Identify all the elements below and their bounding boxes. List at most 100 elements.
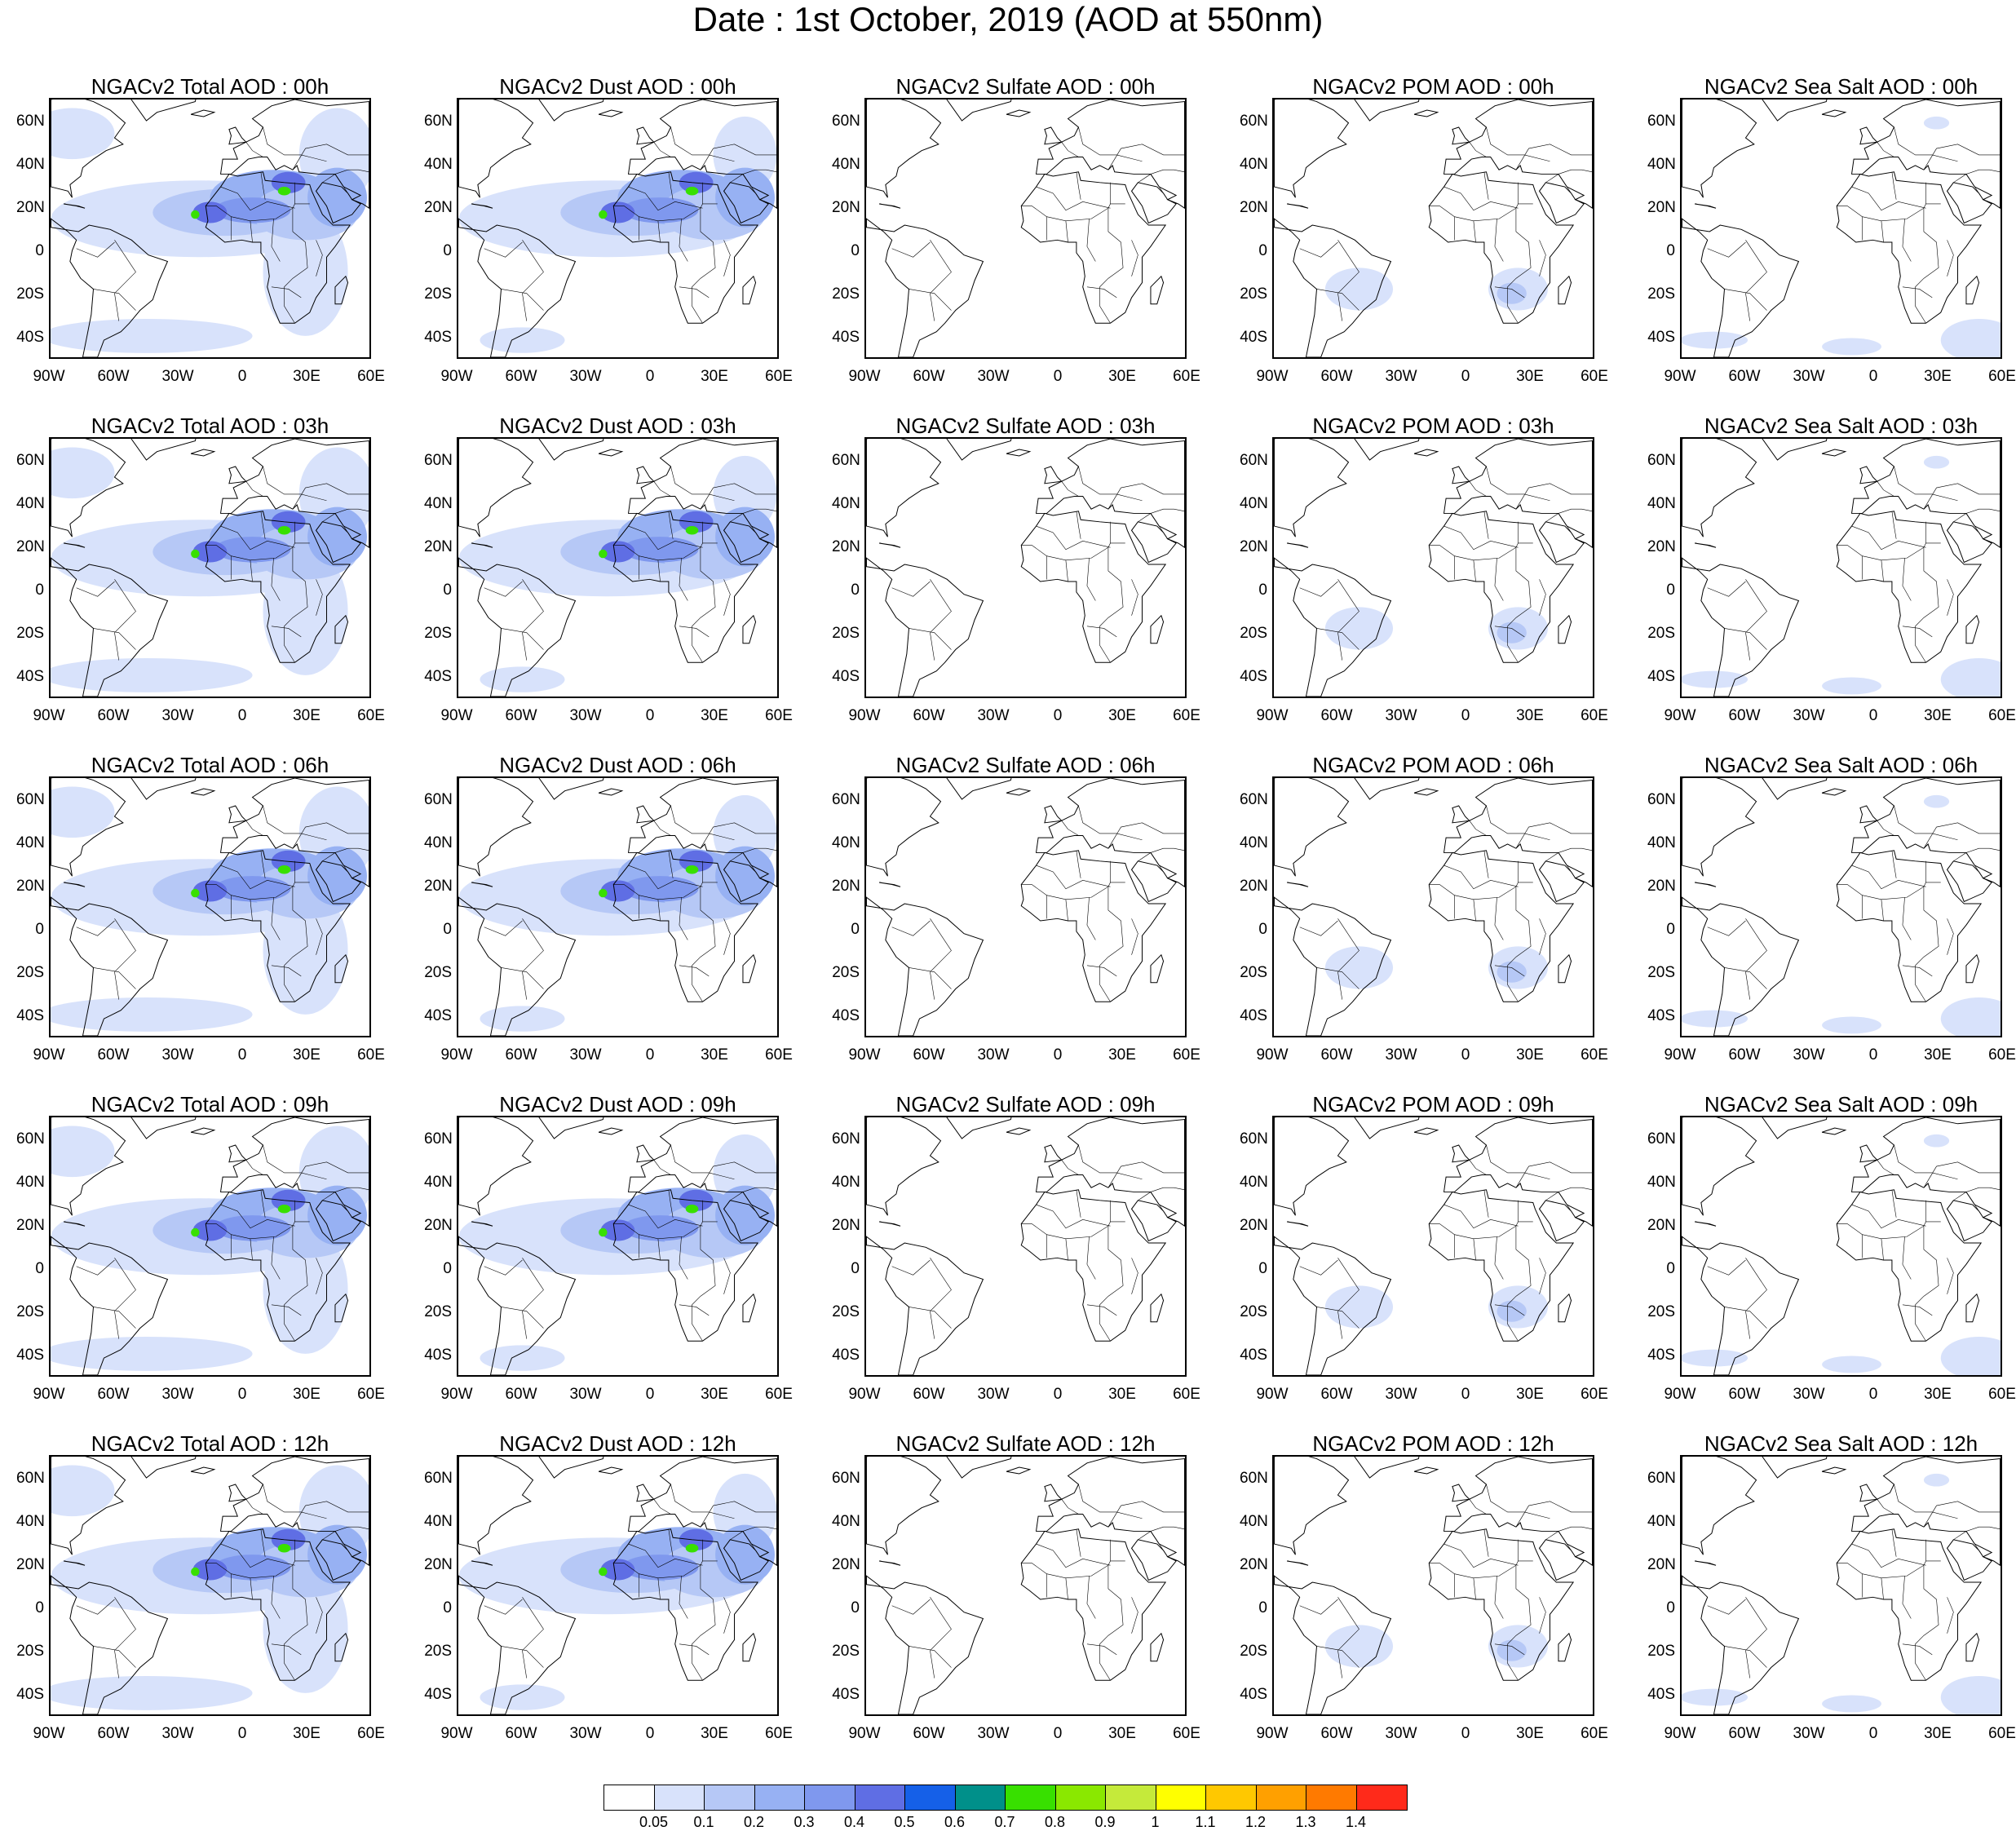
- coastline-iceland: [598, 449, 624, 457]
- coastline-greenland: [538, 1457, 604, 1479]
- country-border: [1915, 1599, 1939, 1681]
- country-border: [668, 171, 674, 200]
- country-border: [1745, 1258, 1767, 1339]
- panel-total-00h: NGACv2 Total AOD : 00h 60N 40N 20N 0 20S 40S 90…: [16, 73, 385, 413]
- coastline-uk: [1044, 126, 1063, 145]
- country-border: [334, 1192, 348, 1212]
- coastline-iceland: [190, 109, 216, 117]
- country-border: [1923, 547, 1937, 582]
- country-border: [522, 240, 544, 321]
- lon-tick-label: 60W: [505, 707, 537, 724]
- country-border: [271, 897, 281, 940]
- coastline-arabia: [723, 860, 769, 903]
- country-border: [1707, 241, 1746, 258]
- lon-tick-label: 60W: [97, 707, 130, 724]
- country-border: [1515, 208, 1529, 243]
- map-area: [49, 98, 371, 359]
- country-border: [1469, 142, 1487, 157]
- colorbar-swatch: [604, 1785, 655, 1810]
- country-border: [1881, 559, 1884, 582]
- aod-region: [1923, 1473, 1950, 1487]
- aod-region: [1822, 1356, 1881, 1373]
- lon-tick-label: 30E: [1924, 707, 1952, 724]
- country-border: [1515, 1226, 1529, 1261]
- lat-tick-label: 60N: [16, 1130, 45, 1148]
- map-area: [1680, 1455, 2002, 1716]
- coastline-africa: [1428, 511, 1575, 663]
- aod-region: [621, 1215, 699, 1241]
- country-border: [1086, 1236, 1096, 1280]
- coastline-europeAsia: [1035, 1117, 1185, 1227]
- country-border: [692, 920, 716, 1002]
- coastline-madagascar: [1150, 1293, 1165, 1323]
- country-border: [1065, 1238, 1068, 1261]
- country-border: [322, 169, 369, 184]
- lat-tick-label: 20S: [1647, 1642, 1675, 1660]
- panel-title: NGACv2 Sulfate AOD : 06h: [895, 753, 1156, 777]
- map-area: [1680, 1116, 2002, 1377]
- lat-tick-label: 0: [1258, 581, 1267, 599]
- lon-tick-label: 0: [645, 1725, 655, 1742]
- panel-title: NGACv2 Total AOD : 00h: [91, 74, 329, 99]
- lon-tick-label: 60E: [765, 1725, 793, 1742]
- country-border: [292, 1161, 369, 1188]
- panel-title: NGACv2 Sea Salt AOD : 03h: [1704, 414, 1978, 438]
- lat-tick-label: 0: [443, 920, 452, 938]
- lon-tick-label: 30E: [293, 1725, 321, 1742]
- lon-tick-label: 60W: [1728, 1725, 1761, 1742]
- country-border: [501, 628, 544, 650]
- country-border: [322, 1187, 369, 1201]
- coastline-greenland: [130, 778, 197, 800]
- coastline-uk: [1859, 1144, 1878, 1163]
- lon-tick-label: 90W: [33, 1046, 65, 1064]
- panel-title: NGACv2 Dust AOD : 09h: [499, 1092, 736, 1117]
- coastline-iceland: [190, 1466, 216, 1475]
- aod-region: [1497, 282, 1527, 304]
- aod-region: [480, 327, 565, 353]
- country-border: [1515, 822, 1593, 849]
- aod-region: [480, 666, 565, 692]
- country-border: [909, 967, 952, 989]
- aod-region: [1497, 621, 1527, 644]
- lat-tick-label: 0: [35, 581, 44, 599]
- country-border: [1965, 1192, 1979, 1212]
- aod-region: [600, 880, 635, 902]
- country-border: [271, 219, 281, 262]
- map-area: [457, 776, 779, 1037]
- lon-tick-label: 30E: [293, 368, 321, 385]
- map-area: [1272, 776, 1594, 1037]
- country-border: [1507, 920, 1532, 1002]
- country-border: [271, 1643, 302, 1656]
- country-border: [1150, 1192, 1164, 1212]
- country-border: [1923, 208, 1937, 243]
- coastline-cuba: [63, 1221, 86, 1227]
- lon-tick-label: 60W: [913, 707, 945, 724]
- country-border: [700, 483, 777, 510]
- country-border: [1099, 1599, 1124, 1681]
- coastline-europeAsia: [627, 100, 777, 210]
- coastline-northAmerica: [51, 100, 126, 198]
- lon-tick-label: 60W: [1320, 707, 1353, 724]
- country-border: [1107, 822, 1185, 849]
- country-border: [670, 1484, 735, 1519]
- lat-tick-label: 40S: [1240, 328, 1267, 346]
- coastline-uk: [1452, 1484, 1470, 1502]
- coastline-arabia: [1130, 521, 1177, 564]
- country-border: [1107, 483, 1185, 510]
- coastline-arabia: [723, 182, 769, 224]
- lat-tick-label: 20N: [1240, 877, 1268, 895]
- lat-tick-label: 40N: [1647, 1173, 1676, 1191]
- coastline-northAmerica: [458, 1117, 534, 1216]
- lon-tick-label: 30E: [701, 1386, 728, 1403]
- country-border: [742, 852, 756, 873]
- country-border: [668, 1189, 674, 1218]
- panel-title: NGACv2 Total AOD : 09h: [91, 1092, 329, 1117]
- coastline-arabia: [1538, 1200, 1585, 1242]
- lon-tick-label: 30E: [1516, 1046, 1544, 1064]
- country-border: [316, 1258, 323, 1294]
- country-border: [1131, 579, 1138, 616]
- coastline-southAmerica: [866, 557, 984, 697]
- coastline-africa: [612, 511, 759, 663]
- country-border: [1902, 965, 1933, 977]
- lat-tick-label: 60N: [1647, 1470, 1676, 1488]
